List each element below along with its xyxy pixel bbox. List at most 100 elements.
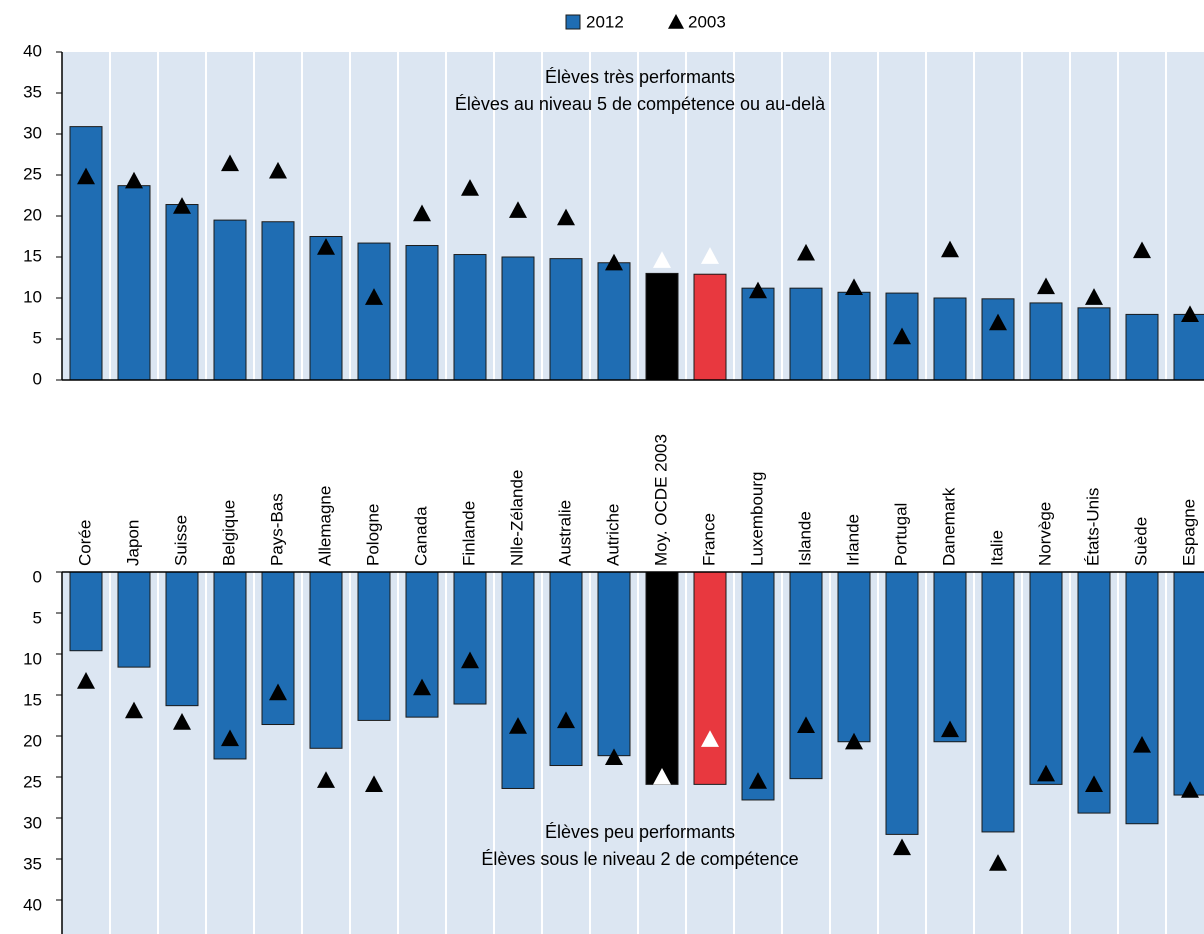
bar: [1029, 302, 1063, 381]
bar: [597, 571, 631, 757]
marker-2003: [1085, 775, 1103, 793]
marker-2003: [557, 208, 575, 226]
marker-2003: [365, 775, 383, 793]
y-tick-label: 30: [23, 813, 42, 832]
x-tick-label: Finlande: [459, 501, 478, 566]
bar: [933, 571, 967, 743]
y-tick-label: 0: [33, 567, 42, 586]
marker-2003: [173, 713, 191, 730]
marker-2003: [1133, 736, 1151, 753]
x-tick-label: Suisse: [171, 515, 190, 566]
x-tick-label: Pays-Bas: [267, 493, 286, 566]
marker-2003: [797, 243, 815, 261]
marker-2003: [125, 701, 143, 719]
y-tick-label: 35: [23, 82, 42, 101]
y-tick-label: 20: [23, 205, 42, 224]
x-tick-label: Irlande: [843, 514, 862, 566]
bar: [309, 571, 343, 749]
x-tick-label: Belgique: [219, 500, 238, 566]
x-tick-label: Nlle-Zélande: [507, 470, 526, 566]
y-tick-label: 40: [23, 41, 42, 60]
x-tick-label: Australie: [555, 500, 574, 566]
y-tick-label: 15: [23, 690, 42, 709]
marker-2003: [893, 327, 911, 345]
marker-2003: [653, 251, 671, 268]
bar: [597, 262, 631, 381]
y-tick-label: 15: [23, 246, 42, 265]
annotation: Élèves très performants: [545, 67, 735, 87]
marker-2003: [797, 716, 815, 733]
y-tick-label: 10: [23, 649, 42, 668]
bar: [981, 571, 1015, 833]
bar: [1029, 571, 1063, 785]
y-tick-label: 30: [23, 123, 42, 142]
y-tick-label: 25: [23, 164, 42, 183]
marker-2003: [749, 281, 767, 299]
bar: [117, 185, 151, 381]
bar: [549, 571, 583, 767]
marker-2003: [1085, 288, 1103, 305]
bar: [405, 245, 439, 381]
marker-2003: [941, 720, 959, 738]
marker-2003: [173, 197, 191, 214]
marker-2003: [701, 247, 719, 264]
bar: [117, 571, 151, 668]
bar: [645, 272, 679, 381]
marker-2003: [317, 771, 335, 788]
bar: [213, 571, 247, 760]
legend-marker: [668, 14, 684, 29]
marker-2003: [221, 729, 239, 747]
bar: [261, 571, 295, 726]
marker-2003: [509, 717, 527, 734]
bar: [1077, 571, 1111, 814]
marker-2003: [749, 772, 767, 789]
y-tick-label: 35: [23, 854, 42, 873]
bar: [261, 221, 295, 381]
marker-2003: [989, 854, 1007, 871]
bar: [693, 571, 727, 785]
bar: [837, 291, 871, 381]
bar: [837, 571, 871, 743]
bar: [981, 298, 1015, 381]
marker-2003: [269, 683, 287, 701]
bar: [165, 204, 199, 381]
bar: [1173, 571, 1204, 796]
y-tick-label: 20: [23, 731, 42, 750]
bar: [501, 256, 535, 381]
marker-2003: [605, 253, 623, 271]
marker-2003: [845, 732, 863, 750]
legend-swatch: [565, 14, 581, 30]
marker-2003: [893, 838, 911, 856]
bar: [1125, 571, 1159, 825]
marker-2003: [317, 238, 335, 255]
bar: [213, 219, 247, 381]
x-tick-label: États-Unis: [1083, 488, 1102, 566]
bar: [357, 242, 391, 381]
bar: [933, 297, 967, 381]
bar: [453, 254, 487, 381]
marker-2003: [941, 240, 959, 258]
x-tick-label: France: [699, 513, 718, 566]
x-tick-label: Norvège: [1035, 502, 1054, 566]
x-tick-label: Moy. OCDE 2003: [651, 434, 670, 566]
marker-2003: [77, 167, 95, 185]
bar: [549, 258, 583, 381]
annotation: Élèves sous le niveau 2 de compétence: [481, 849, 798, 869]
bar: [453, 571, 487, 705]
x-tick-label: Islande: [795, 511, 814, 566]
x-tick-label: Japon: [123, 520, 142, 566]
x-tick-label: Autriche: [603, 504, 622, 566]
marker-2003: [269, 161, 287, 179]
x-tick-label: Luxembourg: [747, 471, 766, 566]
x-tick-label: Pologne: [363, 504, 382, 566]
bar: [357, 571, 391, 721]
y-tick-label: 10: [23, 287, 42, 306]
marker-2003: [653, 768, 671, 785]
bar: [741, 287, 775, 381]
bar: [1077, 307, 1111, 381]
bar: [69, 126, 103, 381]
legend-label: 2012: [586, 12, 624, 31]
marker-2003: [845, 278, 863, 295]
marker-2003: [605, 748, 623, 765]
